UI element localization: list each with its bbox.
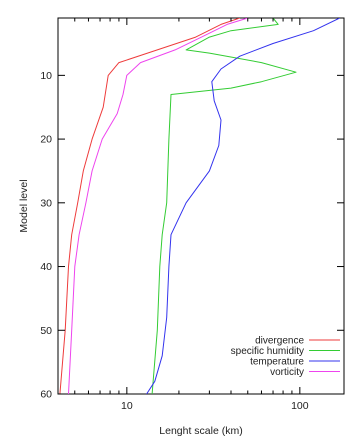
axis-layer: 10 100 10 20 30 40 50 60 Lenght scale (km) Model …	[18, 18, 344, 437]
legend-label: specific humidity	[231, 346, 304, 357]
legend-label: temperature	[250, 357, 304, 368]
plot-frame	[57, 17, 345, 395]
x-axis-label: Lenght scale (km)	[159, 425, 242, 437]
y-tick-label: 60	[40, 389, 52, 401]
x-tick-label: 100	[291, 400, 309, 412]
series-line-divergence	[59, 18, 240, 394]
series-line-temperature	[146, 18, 340, 394]
legend-label: divergence	[255, 336, 304, 347]
plot-area	[57, 17, 345, 395]
y-tick-label: 50	[40, 325, 52, 337]
x-tick-label: 10	[121, 400, 133, 412]
legend-label: vorticity	[270, 367, 304, 378]
series-layer	[59, 18, 340, 394]
y-tick-label: 10	[40, 70, 52, 82]
series-line-vorticity	[68, 18, 248, 394]
series-line-specific-humidity	[151, 18, 297, 394]
y-axis-label: Model level	[18, 179, 30, 232]
y-tick-label: 40	[40, 261, 52, 273]
y-tick-label: 20	[40, 134, 52, 146]
y-tick-label: 30	[40, 197, 52, 209]
